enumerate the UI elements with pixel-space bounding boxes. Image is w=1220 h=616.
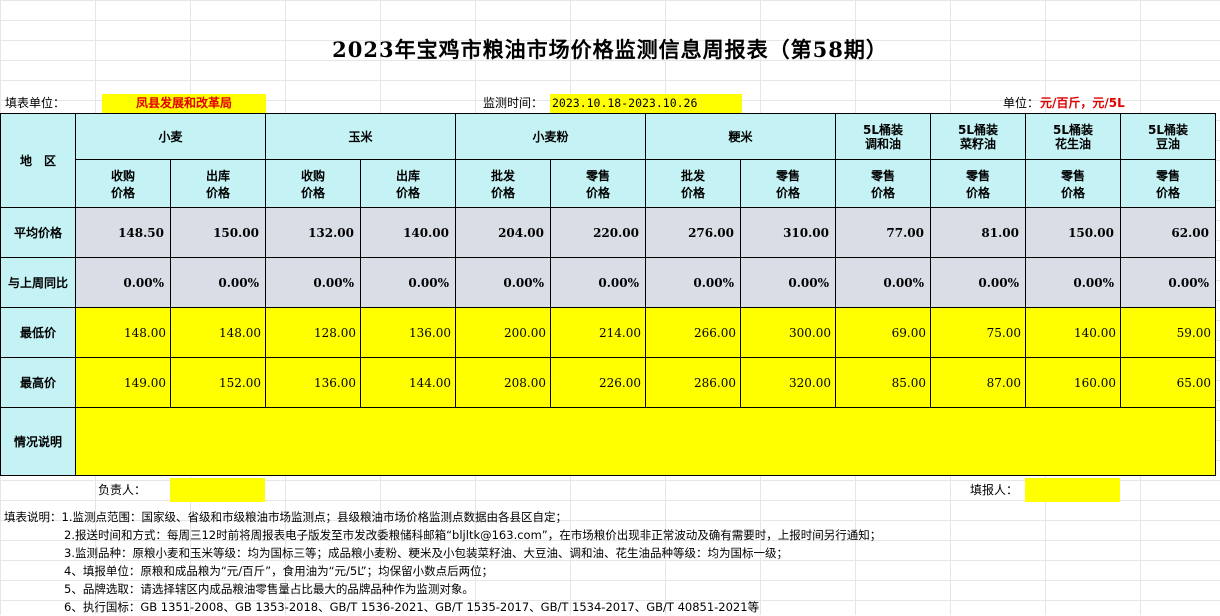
table-cell[interactable]: 75.00 <box>930 307 1026 358</box>
table-cell[interactable]: 87.00 <box>930 357 1026 408</box>
subheader: 零售 价格 <box>1025 159 1121 208</box>
table-cell[interactable]: 59.00 <box>1120 307 1216 358</box>
table-cell[interactable]: 300.00 <box>740 307 836 358</box>
instruction-line: 填表说明：1.监测点范围：国家级、省级和市级粮油市场监测点；县级粮油市场价格监测… <box>4 510 567 524</box>
table-cell[interactable]: 0.00% <box>930 257 1026 308</box>
table-cell[interactable]: 0.00% <box>170 257 266 308</box>
table-cell[interactable]: 150.00 <box>1025 207 1121 258</box>
table-cell[interactable]: 0.00% <box>265 257 361 308</box>
subheader: 零售 价格 <box>1120 159 1216 208</box>
subheader: 批发 价格 <box>455 159 551 208</box>
table-row-average: 平均价格 148.50 150.00 132.00 140.00 204.00 … <box>0 207 1216 258</box>
price-table: 地 区 小麦 玉米 小麦粉 粳米 5L桶装 调和油 5L桶装 菜籽油 5L桶装 花生油… <box>0 113 1216 476</box>
table-cell[interactable]: 0.00% <box>835 257 931 308</box>
price-unit-label: 单位： <box>1003 96 1040 110</box>
table-cell[interactable]: 128.00 <box>265 307 361 358</box>
table-cell[interactable]: 85.00 <box>835 357 931 408</box>
subheader: 零售 价格 <box>835 159 931 208</box>
group-header-rice: 粳米 <box>645 113 836 160</box>
group-header-corn: 玉米 <box>265 113 456 160</box>
table-cell[interactable]: 62.00 <box>1120 207 1216 258</box>
table-cell[interactable]: 0.00% <box>645 257 741 308</box>
subheader: 零售 价格 <box>550 159 646 208</box>
instruction-line: 3.监测品种：原粮小麦和玉米等级：均为国标三等；成品粮小麦粉、粳米及小包装菜籽油… <box>64 546 788 560</box>
subheader: 出库 价格 <box>170 159 266 208</box>
filler-label: 填报人： <box>970 483 1019 497</box>
table-cell[interactable]: 136.00 <box>360 307 456 358</box>
subheader: 零售 价格 <box>740 159 836 208</box>
table-cell[interactable]: 140.00 <box>1025 307 1121 358</box>
subheader: 收购 价格 <box>75 159 171 208</box>
table-cell[interactable]: 220.00 <box>550 207 646 258</box>
filler-field[interactable] <box>1025 478 1120 502</box>
table-cell[interactable]: 200.00 <box>455 307 551 358</box>
table-cell[interactable]: 148.50 <box>75 207 171 258</box>
table-cell[interactable]: 148.00 <box>170 307 266 358</box>
table-cell[interactable]: 0.00% <box>360 257 456 308</box>
table-row-remarks: 情况说明 <box>0 407 1216 476</box>
group-header-wheat: 小麦 <box>75 113 266 160</box>
subheader: 出库 价格 <box>360 159 456 208</box>
group-header-peanut-oil: 5L桶装 花生油 <box>1025 113 1121 160</box>
table-cell[interactable]: 0.00% <box>550 257 646 308</box>
table-cell[interactable]: 276.00 <box>645 207 741 258</box>
table-cell[interactable]: 152.00 <box>170 357 266 408</box>
table-cell[interactable]: 286.00 <box>645 357 741 408</box>
row-label: 最低价 <box>0 307 76 358</box>
table-cell[interactable]: 0.00% <box>1025 257 1121 308</box>
group-header-blend-oil: 5L桶装 调和油 <box>835 113 931 160</box>
table-row-yoy: 与上周同比 0.00% 0.00% 0.00% 0.00% 0.00% 0.00… <box>0 257 1216 308</box>
instruction-line: 5、品牌选取：请选择辖区内成品粮油零售量占比最大的品牌品种作为监测对象。 <box>64 582 474 596</box>
group-header-soybean-oil: 5L桶装 豆油 <box>1120 113 1216 160</box>
price-unit-value: 元/百斤，元/5L <box>1040 96 1125 110</box>
table-cell[interactable]: 65.00 <box>1120 357 1216 408</box>
table-cell[interactable]: 140.00 <box>360 207 456 258</box>
table-cell[interactable]: 204.00 <box>455 207 551 258</box>
owner-label: 负责人： <box>98 483 147 497</box>
table-cell[interactable]: 0.00% <box>455 257 551 308</box>
subheader: 收购 价格 <box>265 159 361 208</box>
table-cell[interactable]: 214.00 <box>550 307 646 358</box>
period-value[interactable]: 2023.10.18-2023.10.26 <box>550 94 742 113</box>
table-cell[interactable]: 266.00 <box>645 307 741 358</box>
table-cell[interactable]: 208.00 <box>455 357 551 408</box>
instruction-line: 2.报送时间和方式：每周三12时前将周报表电子版发至市发改委粮储科邮箱“bljl… <box>64 528 882 542</box>
table-row-max: 最高价 149.00 152.00 136.00 144.00 208.00 2… <box>0 357 1216 408</box>
unit-value[interactable]: 凤县发展和改革局 <box>102 94 266 113</box>
table-cell[interactable]: 0.00% <box>1120 257 1216 308</box>
instruction-line: 4、填报单位：原粮和成品粮为“元/百斤”，食用油为“元/5L”；均保留小数点后两… <box>64 564 494 578</box>
table-cell[interactable]: 160.00 <box>1025 357 1121 408</box>
table-cell[interactable]: 310.00 <box>740 207 836 258</box>
subheader: 批发 价格 <box>645 159 741 208</box>
table-cell[interactable]: 0.00% <box>740 257 836 308</box>
table-cell[interactable]: 132.00 <box>265 207 361 258</box>
subheader: 零售 价格 <box>930 159 1026 208</box>
table-cell[interactable]: 144.00 <box>360 357 456 408</box>
table-cell[interactable]: 81.00 <box>930 207 1026 258</box>
table-cell[interactable]: 0.00% <box>75 257 171 308</box>
row-label: 平均价格 <box>0 207 76 258</box>
table-cell[interactable]: 77.00 <box>835 207 931 258</box>
owner-field[interactable] <box>170 478 265 502</box>
remarks-field[interactable] <box>75 407 1216 476</box>
instruction-line: 6、执行国标：GB 1351-2008、GB 1353-2018、GB/T 15… <box>64 600 760 614</box>
group-header-rapeseed-oil: 5L桶装 菜籽油 <box>930 113 1026 160</box>
table-row-min: 最低价 148.00 148.00 128.00 136.00 200.00 2… <box>0 307 1216 358</box>
table-cell[interactable]: 148.00 <box>75 307 171 358</box>
table-cell[interactable]: 150.00 <box>170 207 266 258</box>
row-label: 最高价 <box>0 357 76 408</box>
table-cell[interactable]: 320.00 <box>740 357 836 408</box>
table-cell[interactable]: 136.00 <box>265 357 361 408</box>
row-label: 与上周同比 <box>0 257 76 308</box>
instructions: 填表说明：1.监测点范围：国家级、省级和市级粮油市场监测点；县级粮油市场价格监测… <box>0 508 1220 616</box>
unit-label: 填表单位： <box>5 96 66 110</box>
report-title: 2023年宝鸡市粮油市场价格监测信息周报表（第58期） <box>332 37 888 62</box>
period-label: 监测时间： <box>483 96 544 110</box>
table-cell[interactable]: 149.00 <box>75 357 171 408</box>
table-cell[interactable]: 69.00 <box>835 307 931 358</box>
group-header-flour: 小麦粉 <box>455 113 646 160</box>
table-cell[interactable]: 226.00 <box>550 357 646 408</box>
remarks-label: 情况说明 <box>0 407 76 476</box>
region-header: 地 区 <box>0 113 76 208</box>
